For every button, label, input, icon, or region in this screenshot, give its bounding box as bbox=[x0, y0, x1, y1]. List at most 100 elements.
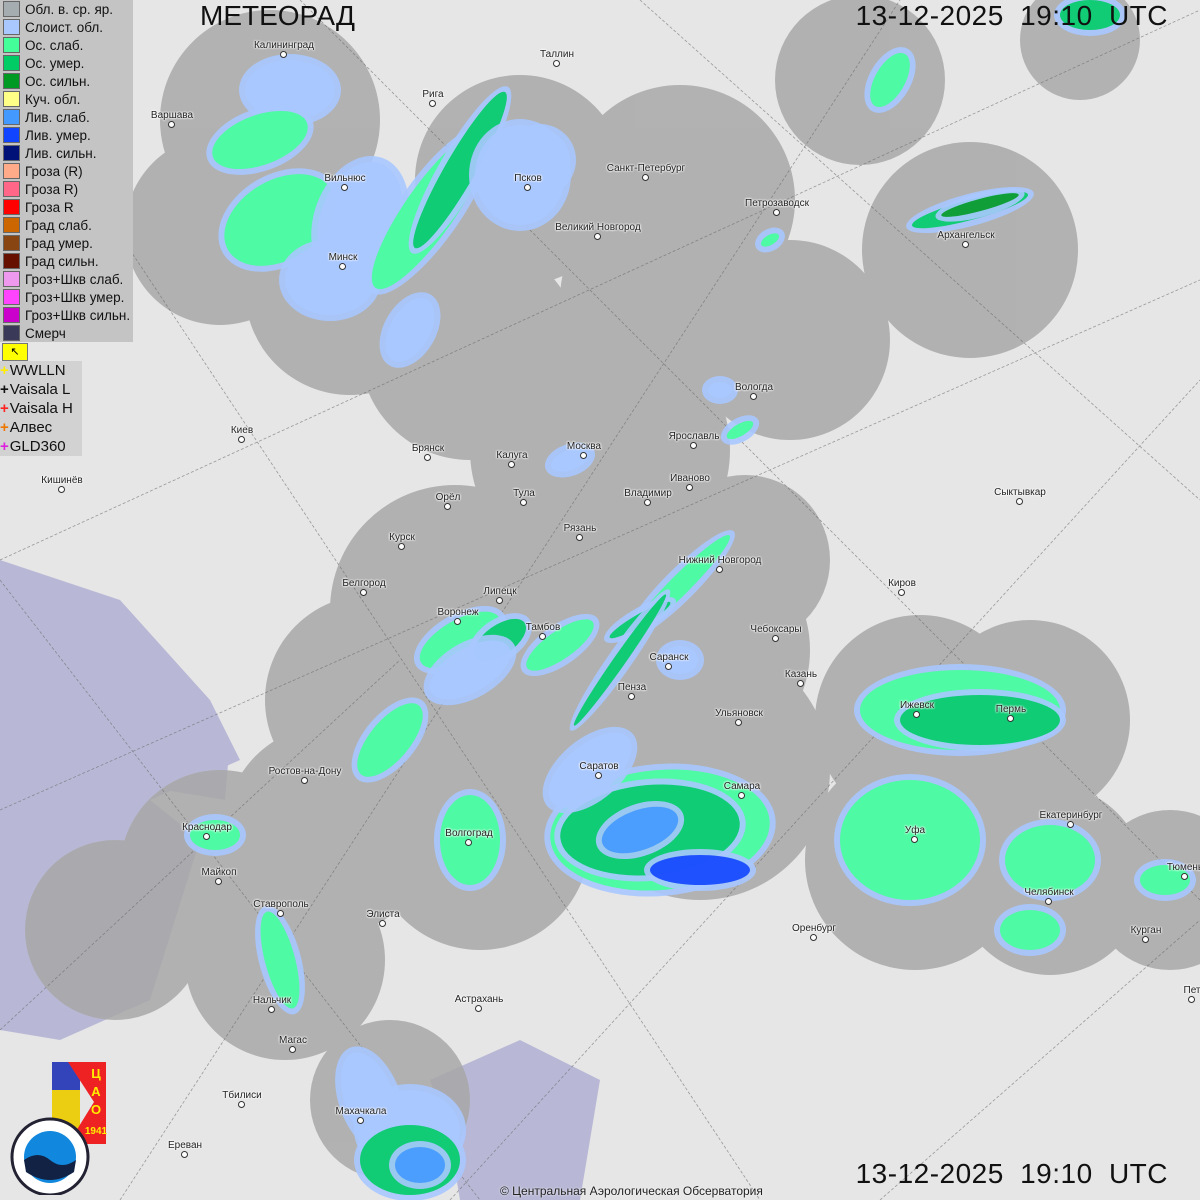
legend-label: Смерч bbox=[25, 325, 66, 341]
water-body bbox=[430, 1040, 600, 1200]
legend: Обл. в. ср. яр. Слоист. обл. Ос. слаб. Ос. … bbox=[0, 0, 133, 342]
timestamp-top: 13-12-2025 19:10 UTC bbox=[855, 0, 1168, 31]
precipitation-echo bbox=[190, 820, 240, 850]
legend-item: Гроза R) bbox=[0, 180, 133, 198]
precipitation-echo bbox=[357, 703, 423, 777]
city-label: Калуга bbox=[496, 450, 528, 461]
lightning-label: GLD360 bbox=[9, 438, 66, 455]
city-marker bbox=[772, 635, 779, 642]
lightning-label: Vaisala L bbox=[9, 381, 71, 398]
timestamp-bottom: 13-12-2025 19:10 UTC bbox=[855, 1158, 1168, 1189]
precipitation-echo bbox=[395, 1147, 445, 1183]
lightning-source: + Vaisala H bbox=[0, 399, 82, 418]
legend-item: Гроз+Шкв сильн. bbox=[0, 306, 133, 324]
precipitation-echo bbox=[510, 130, 570, 190]
city-label: Ижевск bbox=[899, 700, 935, 711]
city-marker bbox=[508, 461, 515, 468]
city-label: Астрахань bbox=[454, 994, 504, 1005]
legend-label: Лив. умер. bbox=[25, 127, 91, 143]
map-title: МЕТЕОРАД bbox=[200, 0, 355, 31]
legend-label: Гроз+Шкв сильн. bbox=[25, 307, 131, 323]
city-label: Самара bbox=[723, 781, 761, 792]
precipitation-echo bbox=[1005, 825, 1095, 895]
legend-swatch bbox=[3, 253, 20, 269]
city-marker bbox=[360, 589, 367, 596]
lightning-label: Vaisala H bbox=[9, 400, 73, 417]
city-label: Белгород bbox=[342, 578, 386, 589]
city-label: Тамбов bbox=[525, 622, 561, 633]
city-label: Санкт-Петербург bbox=[606, 163, 686, 174]
legend-swatch bbox=[3, 73, 20, 89]
precipitation-echo bbox=[1060, 0, 1120, 30]
precipitation-echo bbox=[245, 60, 335, 120]
legend-swatch bbox=[3, 37, 20, 53]
lightning-legend: + WWLLN + Vaisala L + Vaisala H + Алвес + GLD360 bbox=[0, 361, 82, 456]
precipitation-echo bbox=[573, 594, 667, 726]
city-label: Вильнюс bbox=[324, 173, 366, 184]
city-marker bbox=[594, 233, 601, 240]
city-label: Оренбург bbox=[791, 923, 837, 934]
city-label: Нижний Новгород bbox=[678, 555, 762, 566]
city-marker bbox=[465, 839, 472, 846]
legend-label: Лив. сильн. bbox=[25, 145, 97, 161]
svg-text:О: О bbox=[91, 1102, 101, 1117]
arrow-up-left-icon[interactable]: ↖ bbox=[2, 343, 28, 361]
svg-text:А: А bbox=[91, 1084, 101, 1099]
city-label: Липецк bbox=[483, 586, 517, 597]
city-marker bbox=[357, 1117, 364, 1124]
precipitation-echo bbox=[224, 174, 336, 266]
precipitation-echo bbox=[413, 91, 507, 249]
legend-label: Гроза R) bbox=[25, 181, 79, 197]
legend-swatch bbox=[3, 55, 20, 71]
legend-item: Гроз+Шкв умер. bbox=[0, 288, 133, 306]
city-label: Махачкала bbox=[335, 1106, 387, 1117]
legend-swatch bbox=[3, 217, 20, 233]
city-marker bbox=[628, 693, 635, 700]
grid-line bbox=[449, 379, 1200, 1200]
legend-swatch bbox=[3, 1, 20, 17]
city-marker bbox=[913, 711, 920, 718]
lightning-source: + GLD360 bbox=[0, 437, 82, 456]
precipitation-echo bbox=[1140, 865, 1190, 895]
city-label: Петрозаводск bbox=[745, 198, 809, 209]
legend-swatch bbox=[3, 307, 20, 323]
city-label: Великий Новгород bbox=[555, 222, 641, 233]
city-marker bbox=[379, 920, 386, 927]
city-marker bbox=[301, 777, 308, 784]
city-label: Архангельск bbox=[937, 230, 995, 241]
cross-icon: + bbox=[0, 400, 9, 417]
city-marker bbox=[665, 663, 672, 670]
legend-swatch bbox=[3, 91, 20, 107]
grid-line bbox=[0, 9, 1200, 561]
city-label: Воронеж bbox=[437, 607, 479, 618]
city-label: Пет bbox=[1183, 985, 1200, 996]
city-label: Ярославль bbox=[668, 431, 720, 442]
city-marker bbox=[1188, 996, 1195, 1003]
precipitation-echo bbox=[212, 110, 308, 170]
legend-label: Слоист. обл. bbox=[25, 19, 104, 35]
grid-line bbox=[0, 579, 481, 1200]
city-marker bbox=[215, 878, 222, 885]
precipitation-echo bbox=[708, 382, 732, 398]
legend-label: Град слаб. bbox=[25, 217, 92, 233]
city-marker bbox=[580, 452, 587, 459]
city-label: Кишинёв bbox=[41, 475, 83, 486]
precipitation-echo bbox=[548, 732, 632, 808]
precipitation-echo bbox=[419, 611, 501, 669]
legend-item: Куч. обл. bbox=[0, 90, 133, 108]
city-marker bbox=[686, 484, 693, 491]
city-marker bbox=[454, 618, 461, 625]
legend-label: Гроз+Шкв слаб. bbox=[25, 271, 124, 287]
legend-item: Град слаб. bbox=[0, 216, 133, 234]
legend-swatch bbox=[3, 325, 20, 341]
city-marker bbox=[424, 454, 431, 461]
city-marker bbox=[642, 174, 649, 181]
precipitation-echo bbox=[429, 640, 511, 700]
legend-label: Лив. слаб. bbox=[25, 109, 90, 125]
city-label: Магас bbox=[279, 1035, 307, 1046]
radar-coverage-circle bbox=[862, 142, 1078, 358]
legend-swatch bbox=[3, 127, 20, 143]
lightning-source: + Алвес bbox=[0, 418, 82, 437]
city-marker bbox=[911, 836, 918, 843]
